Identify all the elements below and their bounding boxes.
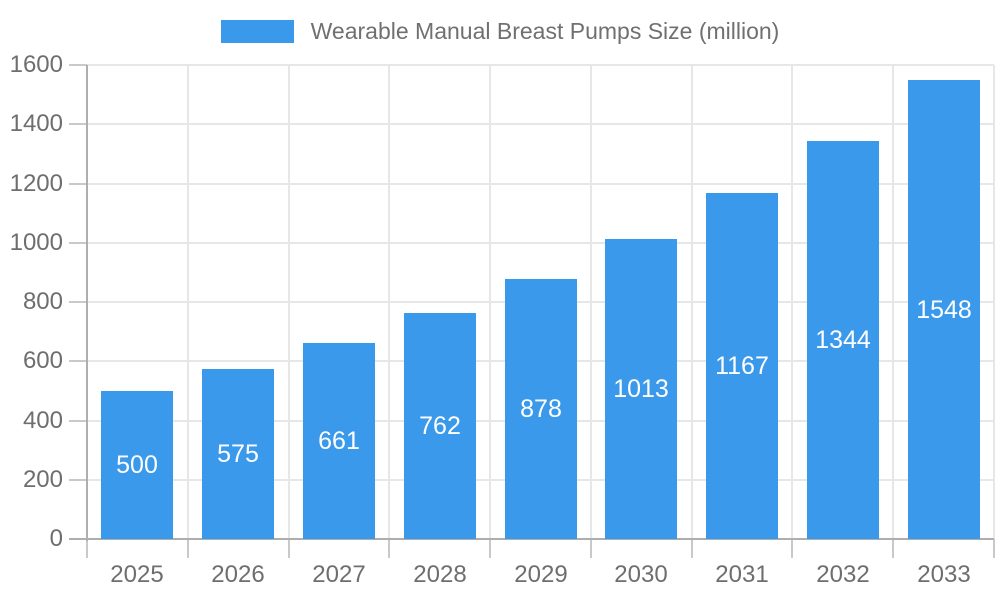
x-axis-line — [69, 538, 994, 540]
x-axis-tick-label: 2026 — [211, 561, 265, 588]
x-axis-tick — [791, 539, 793, 558]
x-axis-tick — [489, 539, 491, 558]
x-axis-tick — [388, 539, 390, 558]
bar — [505, 278, 577, 539]
bar-value-label: 661 — [318, 427, 360, 455]
x-axis-tick — [892, 539, 894, 558]
y-axis-tick — [69, 183, 87, 185]
y-axis-tick — [69, 242, 87, 244]
y-axis-tick-label: 1000 — [9, 229, 63, 256]
x-axis-tick — [86, 539, 88, 558]
y-axis-tick-label: 800 — [22, 288, 63, 315]
y-axis-tick-label: 600 — [22, 347, 63, 374]
y-axis-tick — [69, 123, 87, 125]
y-gridline — [87, 242, 994, 244]
y-axis-tick-label: 200 — [22, 466, 63, 493]
bar — [404, 313, 476, 539]
bar — [101, 390, 173, 539]
x-axis-tick-label: 2027 — [312, 561, 366, 588]
y-axis-tick — [69, 360, 87, 362]
bar-value-label: 1013 — [613, 375, 669, 403]
x-axis-tick — [187, 539, 189, 558]
x-gridline — [691, 65, 693, 539]
x-gridline — [590, 65, 592, 539]
x-axis-tick-label: 2028 — [413, 561, 467, 588]
x-axis-tick — [691, 539, 693, 558]
x-gridline — [388, 65, 390, 539]
x-gridline — [892, 65, 894, 539]
bar-value-label: 500 — [116, 451, 158, 479]
bar — [605, 238, 677, 539]
x-axis-tick — [288, 539, 290, 558]
x-gridline — [993, 65, 995, 539]
y-axis-tick-label: 1400 — [9, 110, 63, 137]
x-axis-tick-label: 2029 — [514, 561, 568, 588]
bar — [807, 140, 879, 539]
bar — [303, 343, 375, 539]
x-axis-tick-label: 2025 — [110, 561, 164, 588]
x-gridline — [489, 65, 491, 539]
bar-value-label: 1344 — [815, 326, 871, 354]
y-gridline — [87, 123, 994, 125]
y-axis-tick — [69, 479, 87, 481]
bar — [706, 193, 778, 539]
x-axis-tick-label: 2030 — [614, 561, 668, 588]
bar — [908, 80, 980, 539]
x-gridline — [791, 65, 793, 539]
bar — [202, 368, 274, 539]
y-axis-tick — [69, 301, 87, 303]
y-gridline — [87, 183, 994, 185]
legend-label: Wearable Manual Breast Pumps Size (milli… — [310, 17, 780, 44]
y-axis-tick — [69, 420, 87, 422]
x-axis-tick — [590, 539, 592, 558]
y-axis-tick-label: 1600 — [9, 51, 63, 78]
legend-swatch-icon — [220, 19, 294, 43]
bar-value-label: 1548 — [916, 296, 972, 324]
y-axis-tick-label: 1200 — [9, 170, 63, 197]
x-gridline — [187, 65, 189, 539]
x-axis-tick-label: 2032 — [816, 561, 870, 588]
bar-value-label: 575 — [217, 440, 259, 468]
y-gridline — [87, 64, 994, 66]
bar-value-label: 1167 — [715, 352, 769, 380]
chart-legend[interactable]: Wearable Manual Breast Pumps Size (milli… — [0, 17, 1000, 45]
bar-value-label: 878 — [520, 395, 562, 423]
bar-value-label: 762 — [419, 412, 461, 440]
x-axis-tick — [993, 539, 995, 558]
y-axis-tick-label: 0 — [49, 525, 63, 552]
y-axis-line — [86, 65, 88, 541]
y-axis-tick-label: 400 — [22, 407, 63, 434]
x-axis-tick-label: 2033 — [917, 561, 971, 588]
x-axis-tick-label: 2031 — [715, 561, 769, 588]
x-gridline — [288, 65, 290, 539]
y-axis-tick — [69, 64, 87, 66]
